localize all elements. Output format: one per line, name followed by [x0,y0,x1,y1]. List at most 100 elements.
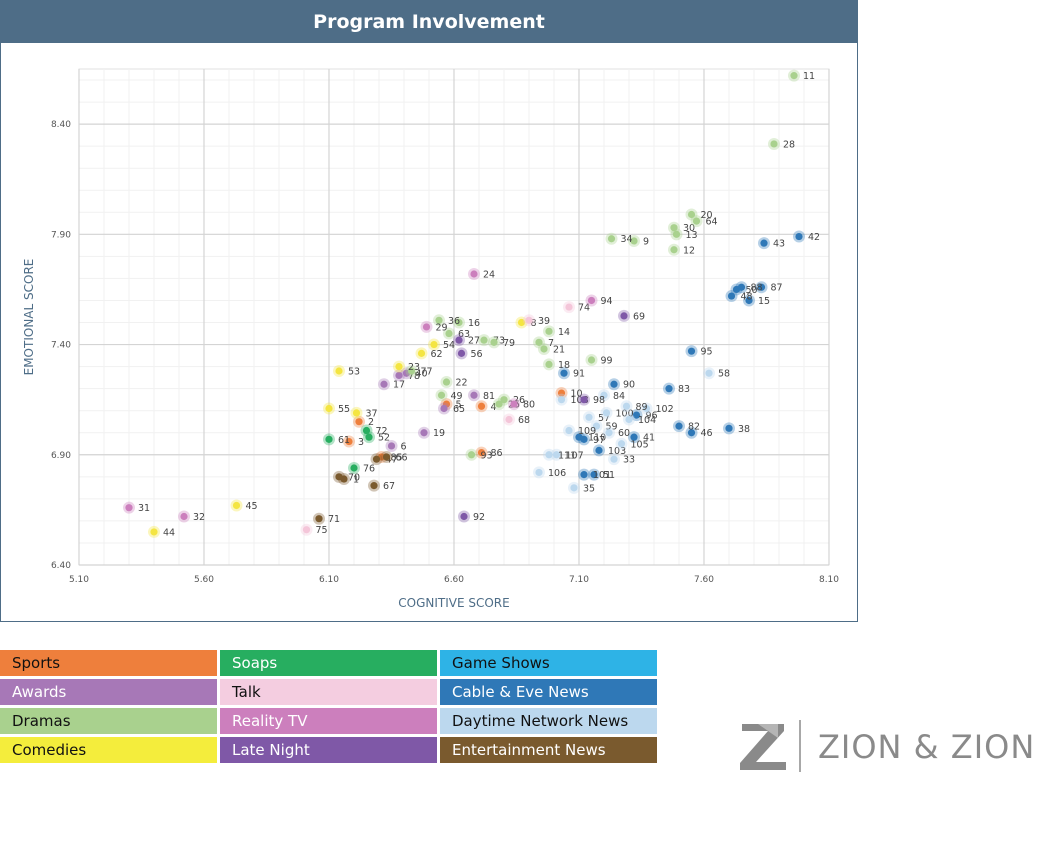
brand-name: ZION & ZION [818,728,1036,766]
data-point-label: 73 [493,336,505,347]
data-point [430,340,438,349]
data-point-label: 87 [771,283,783,294]
data-point-label: 52 [378,433,390,444]
data-point-label: 21 [553,344,565,355]
data-point-label: 111 [558,450,576,461]
data-point [770,140,778,148]
data-point [587,356,596,364]
y-axis-title: EMOTIONAL SCORE [22,259,36,376]
data-point-label: 102 [656,404,674,415]
data-point-label: 15 [758,296,770,307]
data-point-label: 49 [451,391,463,402]
data-point [395,363,403,371]
data-point-label: 34 [621,234,633,245]
zion-logo-icon [740,720,801,772]
data-point-label: 45 [246,501,258,512]
data-point-label: 110 [588,433,606,444]
series-dramas: 7911121314161820212225262830343649636473… [405,69,815,461]
data-point-label: 76 [363,464,375,475]
x-tick-label: 7.60 [694,575,714,585]
data-point [380,380,388,388]
data-point-label: 104 [638,415,656,426]
data-point-label: 94 [601,296,613,307]
y-tick-label: 7.90 [51,230,71,240]
data-point-label: 26 [513,395,525,406]
data-point-label: 62 [431,349,443,360]
data-point-label: 2 [368,417,374,428]
x-tick-label: 6.60 [444,575,464,585]
data-point [500,396,508,404]
data-point [382,453,391,461]
data-point [610,455,618,463]
data-point [737,283,746,291]
series-awards: 6 17 19 40 65 78 81 [378,367,495,452]
data-point-label: 1 [353,475,359,486]
data-point-label: 41 [643,433,655,444]
data-point [687,347,696,355]
data-point-label: 29 [436,322,448,333]
legend-item-soaps: Soaps [220,650,437,676]
data-point [535,338,543,346]
legend-item-daytime-network-news: Daytime Network News [440,708,657,734]
data-point-label: 84 [613,391,625,402]
data-point [587,296,596,305]
data-point-label: 93 [481,450,493,461]
data-point-label: 92 [473,512,485,523]
data-point [545,360,553,368]
data-point-label: 100 [616,408,634,419]
brand-logo: ZION & ZION [738,718,1038,774]
data-point [457,349,466,357]
data-point [630,433,638,441]
data-point-label: 23 [408,362,420,373]
tick-labels: 5.10 5.60 6.10 6.60 7.10 7.60 8.10 6.40 6.90 7.40… [51,120,839,585]
data-point-label: 5 [456,400,462,411]
data-point [180,512,188,521]
data-point [350,464,358,472]
data-point [315,515,323,523]
data-point [352,409,361,417]
data-point-label: 83 [678,384,690,395]
data-point [610,380,618,388]
data-point-label: 60 [618,428,630,439]
data-point-label: 65 [453,404,465,415]
data-point-label: 53 [348,367,360,378]
data-point [467,451,476,459]
data-point [335,473,343,481]
data-point-label: 66 [396,452,408,463]
data-point-label: 88 [751,283,763,294]
data-point-label: 63 [458,329,470,340]
series-sports: 23 4 5 10 85 86 [343,387,583,463]
data-point [607,235,616,243]
data-point [387,442,396,450]
data-point [605,429,613,437]
data-point [345,437,353,446]
data-point [670,246,678,254]
data-point-label: 32 [193,512,205,523]
data-point-label: 70 [348,472,360,483]
data-point [395,371,403,380]
data-point-label: 103 [608,446,626,457]
data-point [362,426,371,435]
data-point [335,367,343,375]
data-point [692,217,701,225]
data-point [442,378,451,386]
data-point [570,484,578,492]
data-point [495,400,503,408]
data-point [470,391,478,399]
data-point [437,391,446,399]
data-point [760,239,768,247]
data-point [795,232,803,241]
data-point [620,312,628,320]
data-point-label: 61 [338,435,350,446]
data-point-label: 95 [701,347,713,358]
data-point [455,318,463,327]
data-point [725,424,733,432]
x-axis-title: COGNITIVE SCORE [398,596,509,610]
data-point [580,396,588,404]
legend-item-dramas: Dramas [0,708,217,734]
data-point-label: 3 [358,437,364,448]
data-point-label: 109 [578,426,596,437]
data-point [727,292,736,300]
